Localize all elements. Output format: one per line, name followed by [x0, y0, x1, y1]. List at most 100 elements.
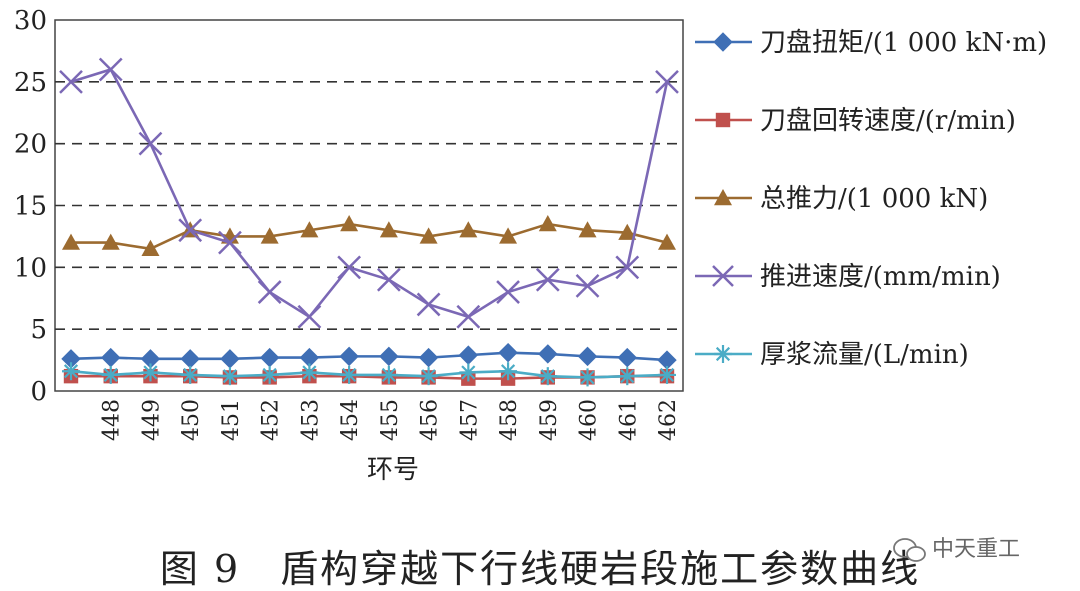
data-point	[141, 363, 160, 382]
data-point	[498, 342, 518, 363]
legend-item: 刀盘扭矩/(1 000 kN·m)	[695, 28, 1047, 58]
x-tick-label: 459	[537, 399, 562, 441]
data-point	[419, 227, 438, 244]
data-point	[379, 221, 398, 238]
x-tick-label: 456	[418, 399, 443, 441]
x-tick-label: 453	[298, 399, 323, 441]
data-point	[379, 346, 399, 367]
data-point	[337, 255, 362, 280]
watermark-text: 中天重工	[932, 537, 1020, 562]
data-point	[181, 365, 200, 384]
data-point	[499, 227, 518, 244]
data-point	[713, 32, 733, 52]
x-axis-ticks: 448 449 450 451 452 453 454 455 456 457 458 459 460 4…	[100, 399, 681, 441]
y-axis-ticks: 0 5 10 15 20 25 30	[14, 6, 47, 407]
figure-caption: 图 9 盾构穿越下行线硬岩段施工参数曲线	[160, 547, 920, 591]
legend-label: 刀盘回转速度/(r/min)	[760, 106, 1016, 136]
legend: 刀盘扭矩/(1 000 kN·m) 刀盘回转速度/(r/min) 总推力/(1 00…	[695, 28, 1047, 370]
data-point	[101, 365, 120, 384]
y-tick-label: 5	[30, 315, 47, 345]
x-tick-label: 451	[219, 399, 244, 441]
x-tick-label: 462	[656, 399, 681, 441]
y-tick-label: 20	[14, 130, 47, 160]
data-point	[257, 280, 282, 304]
y-tick-label: 0	[30, 377, 47, 407]
data-point	[416, 292, 441, 317]
data-point	[538, 215, 557, 232]
legend-item: 推进速度/(mm/min)	[695, 262, 1001, 292]
data-point	[496, 280, 520, 304]
data-point	[300, 221, 319, 238]
data-point	[418, 347, 439, 368]
x-tick-label: 457	[457, 399, 482, 441]
y-tick-label: 30	[14, 6, 47, 36]
data-point	[459, 221, 478, 238]
x-tick-label: 448	[100, 399, 125, 441]
x-tick-label: 461	[616, 399, 641, 441]
data-point	[658, 365, 676, 384]
data-point	[714, 345, 732, 363]
data-point	[575, 273, 600, 298]
data-point	[62, 233, 80, 250]
data-point	[578, 221, 597, 238]
series-line	[70, 369, 668, 379]
data-point	[459, 363, 478, 382]
data-point	[538, 344, 558, 364]
data-point	[138, 131, 163, 156]
series-4	[59, 57, 679, 329]
data-point	[419, 367, 438, 386]
data-point	[260, 365, 279, 384]
data-point	[98, 57, 123, 82]
data-point	[178, 218, 203, 243]
y-tick-label: 15	[14, 192, 47, 222]
x-tick-label: 455	[378, 399, 403, 441]
y-tick-label: 25	[14, 68, 47, 98]
data-point	[615, 255, 640, 280]
data-point	[535, 267, 560, 292]
data-point	[538, 367, 557, 386]
series-group	[59, 57, 679, 387]
x-tick-label: 458	[497, 399, 522, 441]
x-tick-label: 449	[139, 399, 164, 441]
data-point	[715, 112, 731, 128]
x-tick-label: 454	[338, 399, 363, 441]
series-line	[70, 67, 669, 319]
data-point	[658, 233, 676, 250]
data-point	[499, 362, 518, 381]
data-point	[297, 304, 322, 329]
data-point	[141, 239, 160, 256]
data-point	[712, 265, 734, 287]
data-point	[340, 215, 359, 232]
legend-item: 厚浆流量/(L/min)	[695, 340, 969, 370]
data-point	[578, 368, 597, 387]
series-line	[70, 351, 668, 362]
data-point	[618, 223, 637, 240]
data-point	[376, 267, 401, 292]
data-point	[101, 233, 120, 250]
legend-label: 推进速度/(mm/min)	[760, 262, 1001, 292]
y-tick-label: 10	[14, 253, 47, 283]
data-point	[300, 363, 319, 382]
data-point	[59, 69, 83, 94]
legend-label: 总推力/(1 000 kN)	[760, 184, 988, 214]
x-tick-label: 450	[179, 399, 204, 441]
wechat-icon	[893, 538, 926, 562]
x-tick-label: 452	[259, 399, 284, 441]
series-line	[71, 222, 668, 251]
data-point	[617, 347, 637, 368]
watermark: 中天重工	[893, 537, 1020, 562]
legend-item: 刀盘回转速度/(r/min)	[695, 106, 1016, 136]
data-point	[618, 367, 637, 386]
data-point	[340, 365, 359, 384]
data-point	[714, 189, 732, 206]
x-tick-label: 460	[577, 399, 602, 441]
x-axis-title: 环号	[367, 455, 419, 485]
series-1	[61, 342, 677, 370]
data-point	[655, 69, 679, 94]
data-point	[218, 230, 242, 255]
legend-label: 厚浆流量/(L/min)	[760, 340, 969, 370]
data-point	[456, 304, 481, 329]
data-point	[260, 227, 279, 244]
data-point	[577, 346, 598, 367]
